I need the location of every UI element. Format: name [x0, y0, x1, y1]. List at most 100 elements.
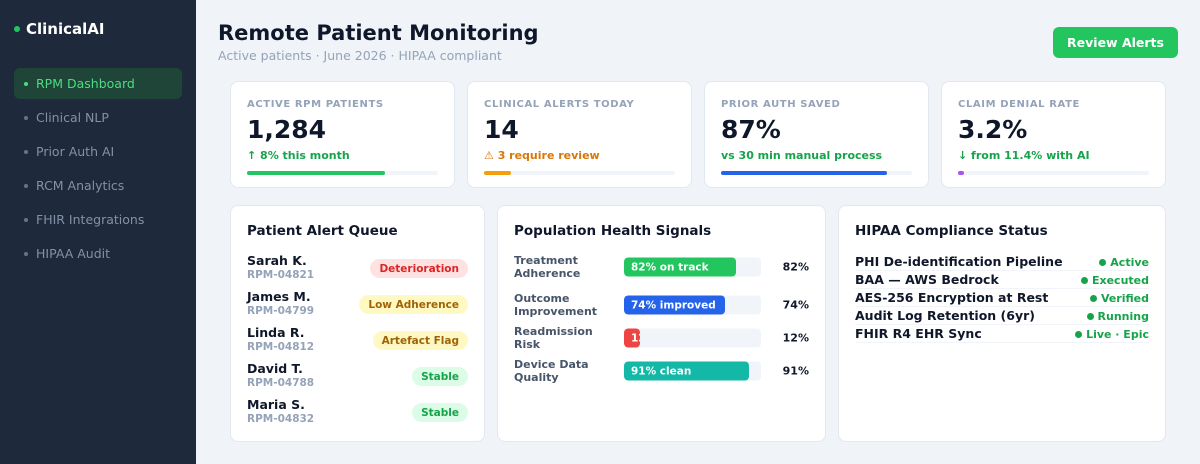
patient-name: Sarah K.: [247, 253, 307, 268]
compliance-item-name: AES-256 Encryption at Rest: [855, 290, 1049, 305]
compliance-status-label: Verified: [1100, 292, 1149, 305]
list-item[interactable]: Sarah K. RPM-04821 Deterioration: [247, 253, 468, 285]
sidebar-item-label: Clinical NLP: [36, 110, 109, 125]
page-title: Remote Patient Monitoring: [218, 21, 539, 45]
compliance-item-name: PHI De-identification Pipeline: [855, 254, 1063, 269]
kpi-card-active-patients: ACTIVE RPM PATIENTS 1,284 ↑ 8% this mont…: [230, 81, 455, 188]
signal-bar-fill: 74% improved: [624, 295, 726, 315]
kpi-card-clinical-alerts: CLINICAL ALERTS TODAY 14 ⚠ 3 require rev…: [467, 81, 692, 188]
status-dot-icon: [1075, 331, 1083, 338]
compliance-status-label: Running: [1097, 310, 1149, 323]
sidebar-item-label: Prior Auth AI: [36, 144, 115, 159]
signal-row: Outcome Improvement 74% improved 74%: [514, 290, 809, 320]
sidebar-item-label: RCM Analytics: [36, 178, 125, 193]
kpi-progress-fill: [721, 171, 888, 175]
signal-bar-fill: 91% clean: [624, 361, 749, 381]
signal-label: Treatment Adherence: [514, 253, 581, 280]
bullet-icon: [24, 149, 28, 154]
page-subtitle: Active patients · June 2026 · HIPAA comp…: [218, 48, 502, 63]
compliance-item: BAA — AWS Bedrock Executed: [855, 271, 1149, 289]
kpi-label: CLINICAL ALERTS TODAY: [484, 99, 635, 110]
signal-row: Device Data Quality 91% clean 91%: [514, 356, 809, 386]
patient-id: RPM-04788: [247, 377, 315, 389]
panel-title: Population Health Signals: [514, 223, 712, 239]
sidebar-item-rpm-dashboard[interactable]: RPM Dashboard: [14, 68, 182, 99]
kpi-value: 14: [484, 115, 519, 144]
bullet-icon: [24, 251, 28, 256]
compliance-item: AES-256 Encryption at Rest Verified: [855, 289, 1149, 307]
brand-dot-icon: [14, 26, 20, 32]
kpi-progress-track: [721, 171, 912, 175]
sidebar-item-label: FHIR Integrations: [36, 212, 145, 227]
compliance-status: Live · Epic: [1075, 328, 1149, 341]
compliance-item: Audit Log Retention (6yr) Running: [855, 307, 1149, 325]
signal-label: Outcome Improvement: [514, 291, 598, 318]
patient-id: RPM-04799: [247, 305, 315, 317]
kpi-value: 3.2%: [958, 115, 1028, 144]
compliance-status: Verified: [1089, 292, 1149, 305]
status-badge: Artefact Flag: [372, 331, 468, 350]
signal-value: 74%: [782, 298, 809, 312]
signal-bar-fill: 82% on track: [624, 257, 737, 277]
sidebar-item-label: HIPAA Audit: [36, 246, 111, 261]
signal-bar-fill: 12%: [624, 328, 641, 348]
sidebar-item-hipaa-audit[interactable]: HIPAA Audit: [14, 238, 182, 269]
signal-row: Treatment Adherence 82% on track 82%: [514, 252, 809, 282]
signal-value: 91%: [782, 364, 809, 378]
patient-alert-queue-panel: Patient Alert Queue Sarah K. RPM-04821 D…: [230, 205, 485, 442]
patient-name: Linda R.: [247, 325, 305, 340]
signal-label: Readmission Risk: [514, 324, 593, 351]
kpi-label: PRIOR AUTH SAVED: [721, 99, 841, 110]
sidebar-item-clinical-nlp[interactable]: Clinical NLP: [14, 102, 182, 133]
list-item[interactable]: James M. RPM-04799 Low Adherence: [247, 289, 468, 321]
brand-name: ClinicalAI: [26, 20, 105, 38]
bullet-icon: [24, 115, 28, 120]
kpi-card-claim-denial: CLAIM DENIAL RATE 3.2% ↓ from 11.4% with…: [941, 81, 1166, 188]
sidebar-item-label: RPM Dashboard: [36, 76, 135, 91]
list-item[interactable]: David T. RPM-04788 Stable: [247, 361, 468, 393]
bullet-icon: [24, 81, 28, 86]
patient-name: James M.: [247, 289, 311, 304]
sidebar-item-prior-auth-ai[interactable]: Prior Auth AI: [14, 136, 182, 167]
kpi-note: ↓ from 11.4% with AI: [958, 149, 1090, 162]
compliance-status: Active: [1099, 256, 1149, 269]
compliance-item: FHIR R4 EHR Sync Live · Epic: [855, 325, 1149, 343]
signal-label: Device Data Quality: [514, 357, 589, 384]
signal-bar-track: 82% on track: [624, 257, 761, 277]
panel-title: HIPAA Compliance Status: [855, 223, 1048, 239]
kpi-progress-track: [958, 171, 1149, 175]
kpi-progress-fill: [247, 171, 385, 175]
list-item[interactable]: Linda R. RPM-04812 Artefact Flag: [247, 325, 468, 357]
kpi-value: 87%: [721, 115, 781, 144]
kpi-card-prior-auth: PRIOR AUTH SAVED 87% vs 30 min manual pr…: [704, 81, 929, 188]
review-alerts-button[interactable]: Review Alerts: [1053, 27, 1178, 58]
compliance-status-label: Live · Epic: [1086, 328, 1149, 341]
compliance-item-name: Audit Log Retention (6yr): [855, 308, 1035, 323]
panel-title: Patient Alert Queue: [247, 223, 398, 239]
signal-bar-track: 91% clean: [624, 361, 761, 381]
status-dot-icon: [1099, 259, 1107, 266]
bullet-icon: [24, 183, 28, 188]
status-badge: Deterioration: [370, 259, 468, 278]
bullet-icon: [24, 217, 28, 222]
patient-name: Maria S.: [247, 397, 305, 412]
status-dot-icon: [1089, 295, 1097, 302]
status-dot-icon: [1086, 313, 1094, 320]
kpi-note: ⚠ 3 require review: [484, 149, 600, 162]
kpi-progress-fill: [958, 171, 965, 175]
list-item[interactable]: Maria S. RPM-04832 Stable: [247, 397, 468, 429]
kpi-label: CLAIM DENIAL RATE: [958, 99, 1080, 110]
signal-bar-track: 12%: [624, 328, 761, 348]
sidebar-item-fhir-integrations[interactable]: FHIR Integrations: [14, 204, 182, 235]
patient-id: RPM-04812: [247, 341, 315, 353]
kpi-note: ↑ 8% this month: [247, 149, 350, 162]
kpi-progress-track: [247, 171, 438, 175]
status-badge: Stable: [412, 367, 468, 386]
kpi-label: ACTIVE RPM PATIENTS: [247, 99, 384, 110]
kpi-progress-fill: [484, 171, 511, 175]
sidebar-item-rcm-analytics[interactable]: RCM Analytics: [14, 170, 182, 201]
status-badge: Stable: [412, 403, 468, 422]
signal-bar-track: 74% improved: [624, 295, 761, 315]
signal-value: 12%: [782, 331, 809, 345]
status-dot-icon: [1080, 277, 1088, 284]
